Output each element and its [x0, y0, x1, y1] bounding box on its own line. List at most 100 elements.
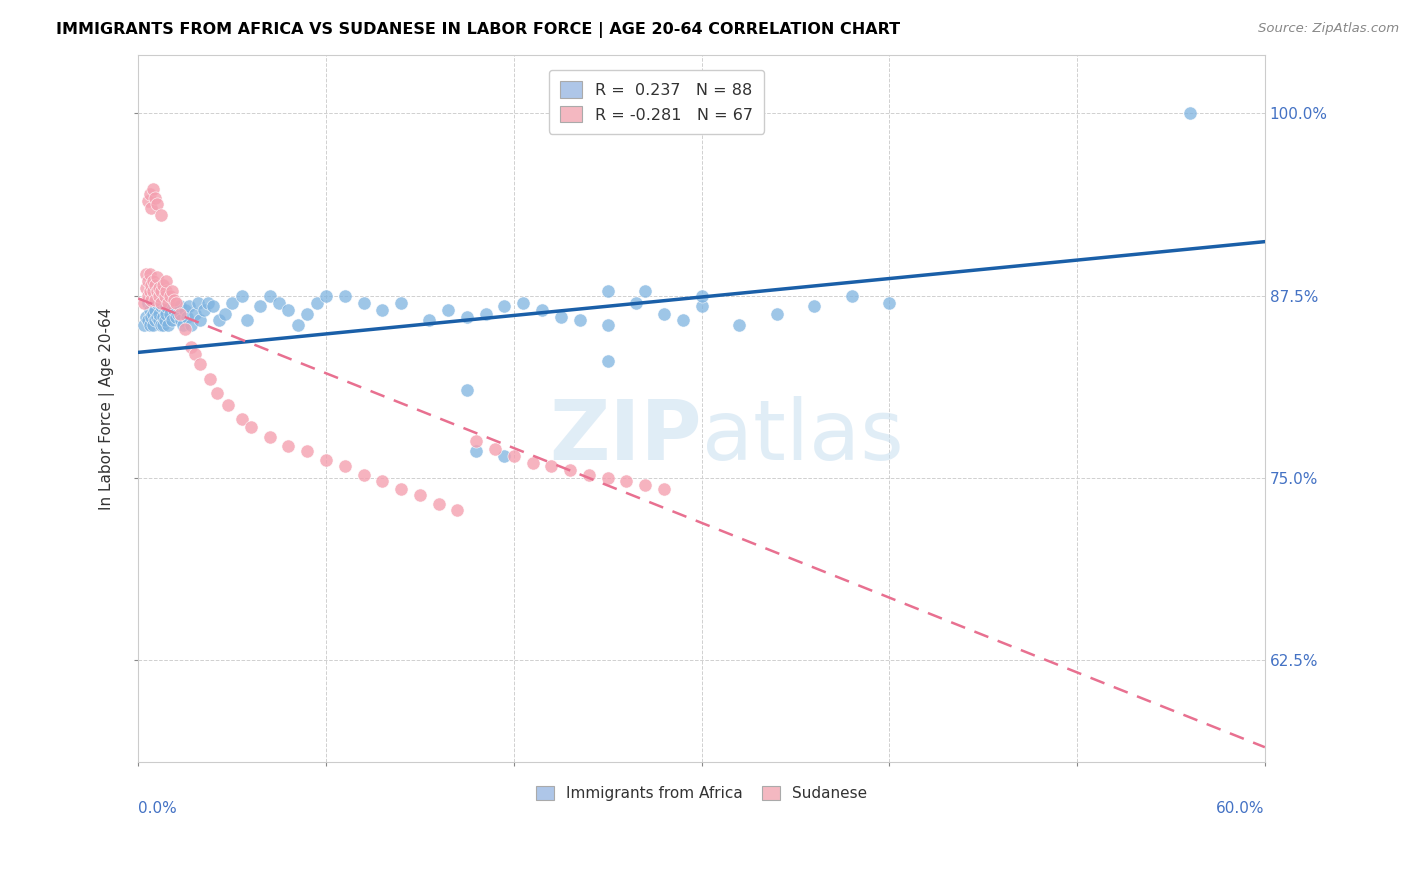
- Point: [465, 434, 488, 449]
- Point: [157, 295, 180, 310]
- Point: [149, 318, 172, 332]
- Point: [208, 313, 231, 327]
- Point: [560, 463, 582, 477]
- Point: [728, 318, 751, 332]
- Point: [149, 295, 172, 310]
- Point: [259, 288, 281, 302]
- Point: [879, 295, 901, 310]
- Point: [634, 284, 657, 298]
- Point: [634, 478, 657, 492]
- Point: [333, 288, 356, 302]
- Point: [512, 295, 534, 310]
- Point: [427, 497, 450, 511]
- Text: Source: ZipAtlas.com: Source: ZipAtlas.com: [1258, 22, 1399, 36]
- Point: [136, 313, 159, 327]
- Point: [135, 267, 157, 281]
- Point: [163, 303, 186, 318]
- Point: [187, 295, 209, 310]
- Text: 0.0%: 0.0%: [138, 801, 177, 815]
- Point: [409, 488, 432, 502]
- Point: [183, 347, 205, 361]
- Point: [169, 308, 191, 322]
- Point: [138, 186, 160, 201]
- Point: [146, 196, 169, 211]
- Point: [484, 442, 506, 456]
- Point: [149, 284, 172, 298]
- Point: [180, 339, 202, 353]
- Point: [616, 474, 638, 488]
- Point: [277, 439, 299, 453]
- Point: [231, 412, 253, 426]
- Point: [297, 444, 319, 458]
- Y-axis label: In Labor Force | Age 20-64: In Labor Force | Age 20-64: [100, 307, 115, 509]
- Point: [550, 310, 572, 325]
- Point: [221, 295, 243, 310]
- Point: [143, 278, 166, 293]
- Point: [198, 371, 221, 385]
- Point: [418, 313, 440, 327]
- Point: [176, 310, 198, 325]
- Point: [180, 318, 202, 332]
- Point: [174, 322, 197, 336]
- Point: [155, 284, 177, 298]
- Point: [135, 281, 157, 295]
- Point: [141, 293, 163, 307]
- Point: [690, 299, 713, 313]
- Point: [437, 303, 460, 318]
- Point: [596, 284, 619, 298]
- Point: [138, 303, 160, 318]
- Point: [315, 453, 337, 467]
- Point: [152, 318, 174, 332]
- Point: [315, 288, 337, 302]
- Point: [193, 303, 215, 318]
- Point: [146, 295, 169, 310]
- Point: [239, 419, 262, 434]
- Point: [652, 483, 675, 497]
- Point: [157, 295, 180, 310]
- Point: [165, 310, 187, 325]
- Point: [269, 295, 291, 310]
- Point: [142, 284, 165, 298]
- Point: [494, 299, 516, 313]
- Text: 60.0%: 60.0%: [1216, 801, 1265, 815]
- Point: [152, 278, 174, 293]
- Point: [474, 308, 496, 322]
- Point: [371, 474, 394, 488]
- Point: [578, 467, 600, 482]
- Point: [803, 299, 825, 313]
- Point: [765, 308, 787, 322]
- Point: [135, 310, 157, 325]
- Point: [236, 313, 259, 327]
- Point: [277, 303, 299, 318]
- Point: [148, 313, 170, 327]
- Point: [172, 318, 194, 332]
- Point: [141, 278, 163, 293]
- Point: [136, 288, 159, 302]
- Text: atlas: atlas: [702, 396, 903, 477]
- Point: [205, 386, 228, 401]
- Point: [652, 308, 675, 322]
- Point: [155, 274, 177, 288]
- Point: [148, 281, 170, 295]
- Point: [143, 303, 166, 318]
- Point: [153, 288, 176, 302]
- Point: [287, 318, 309, 332]
- Point: [371, 303, 394, 318]
- Point: [165, 295, 187, 310]
- Point: [153, 303, 176, 318]
- Point: [259, 430, 281, 444]
- Text: IMMIGRANTS FROM AFRICA VS SUDANESE IN LABOR FORCE | AGE 20-64 CORRELATION CHART: IMMIGRANTS FROM AFRICA VS SUDANESE IN LA…: [56, 22, 900, 38]
- Point: [540, 458, 562, 473]
- Point: [136, 274, 159, 288]
- Point: [149, 208, 172, 222]
- Point: [214, 308, 236, 322]
- Point: [169, 299, 191, 313]
- Point: [142, 274, 165, 288]
- Point: [166, 308, 188, 322]
- Point: [141, 310, 163, 325]
- Point: [159, 308, 181, 322]
- Point: [217, 398, 239, 412]
- Point: [446, 502, 468, 516]
- Point: [188, 313, 211, 327]
- Point: [136, 295, 159, 310]
